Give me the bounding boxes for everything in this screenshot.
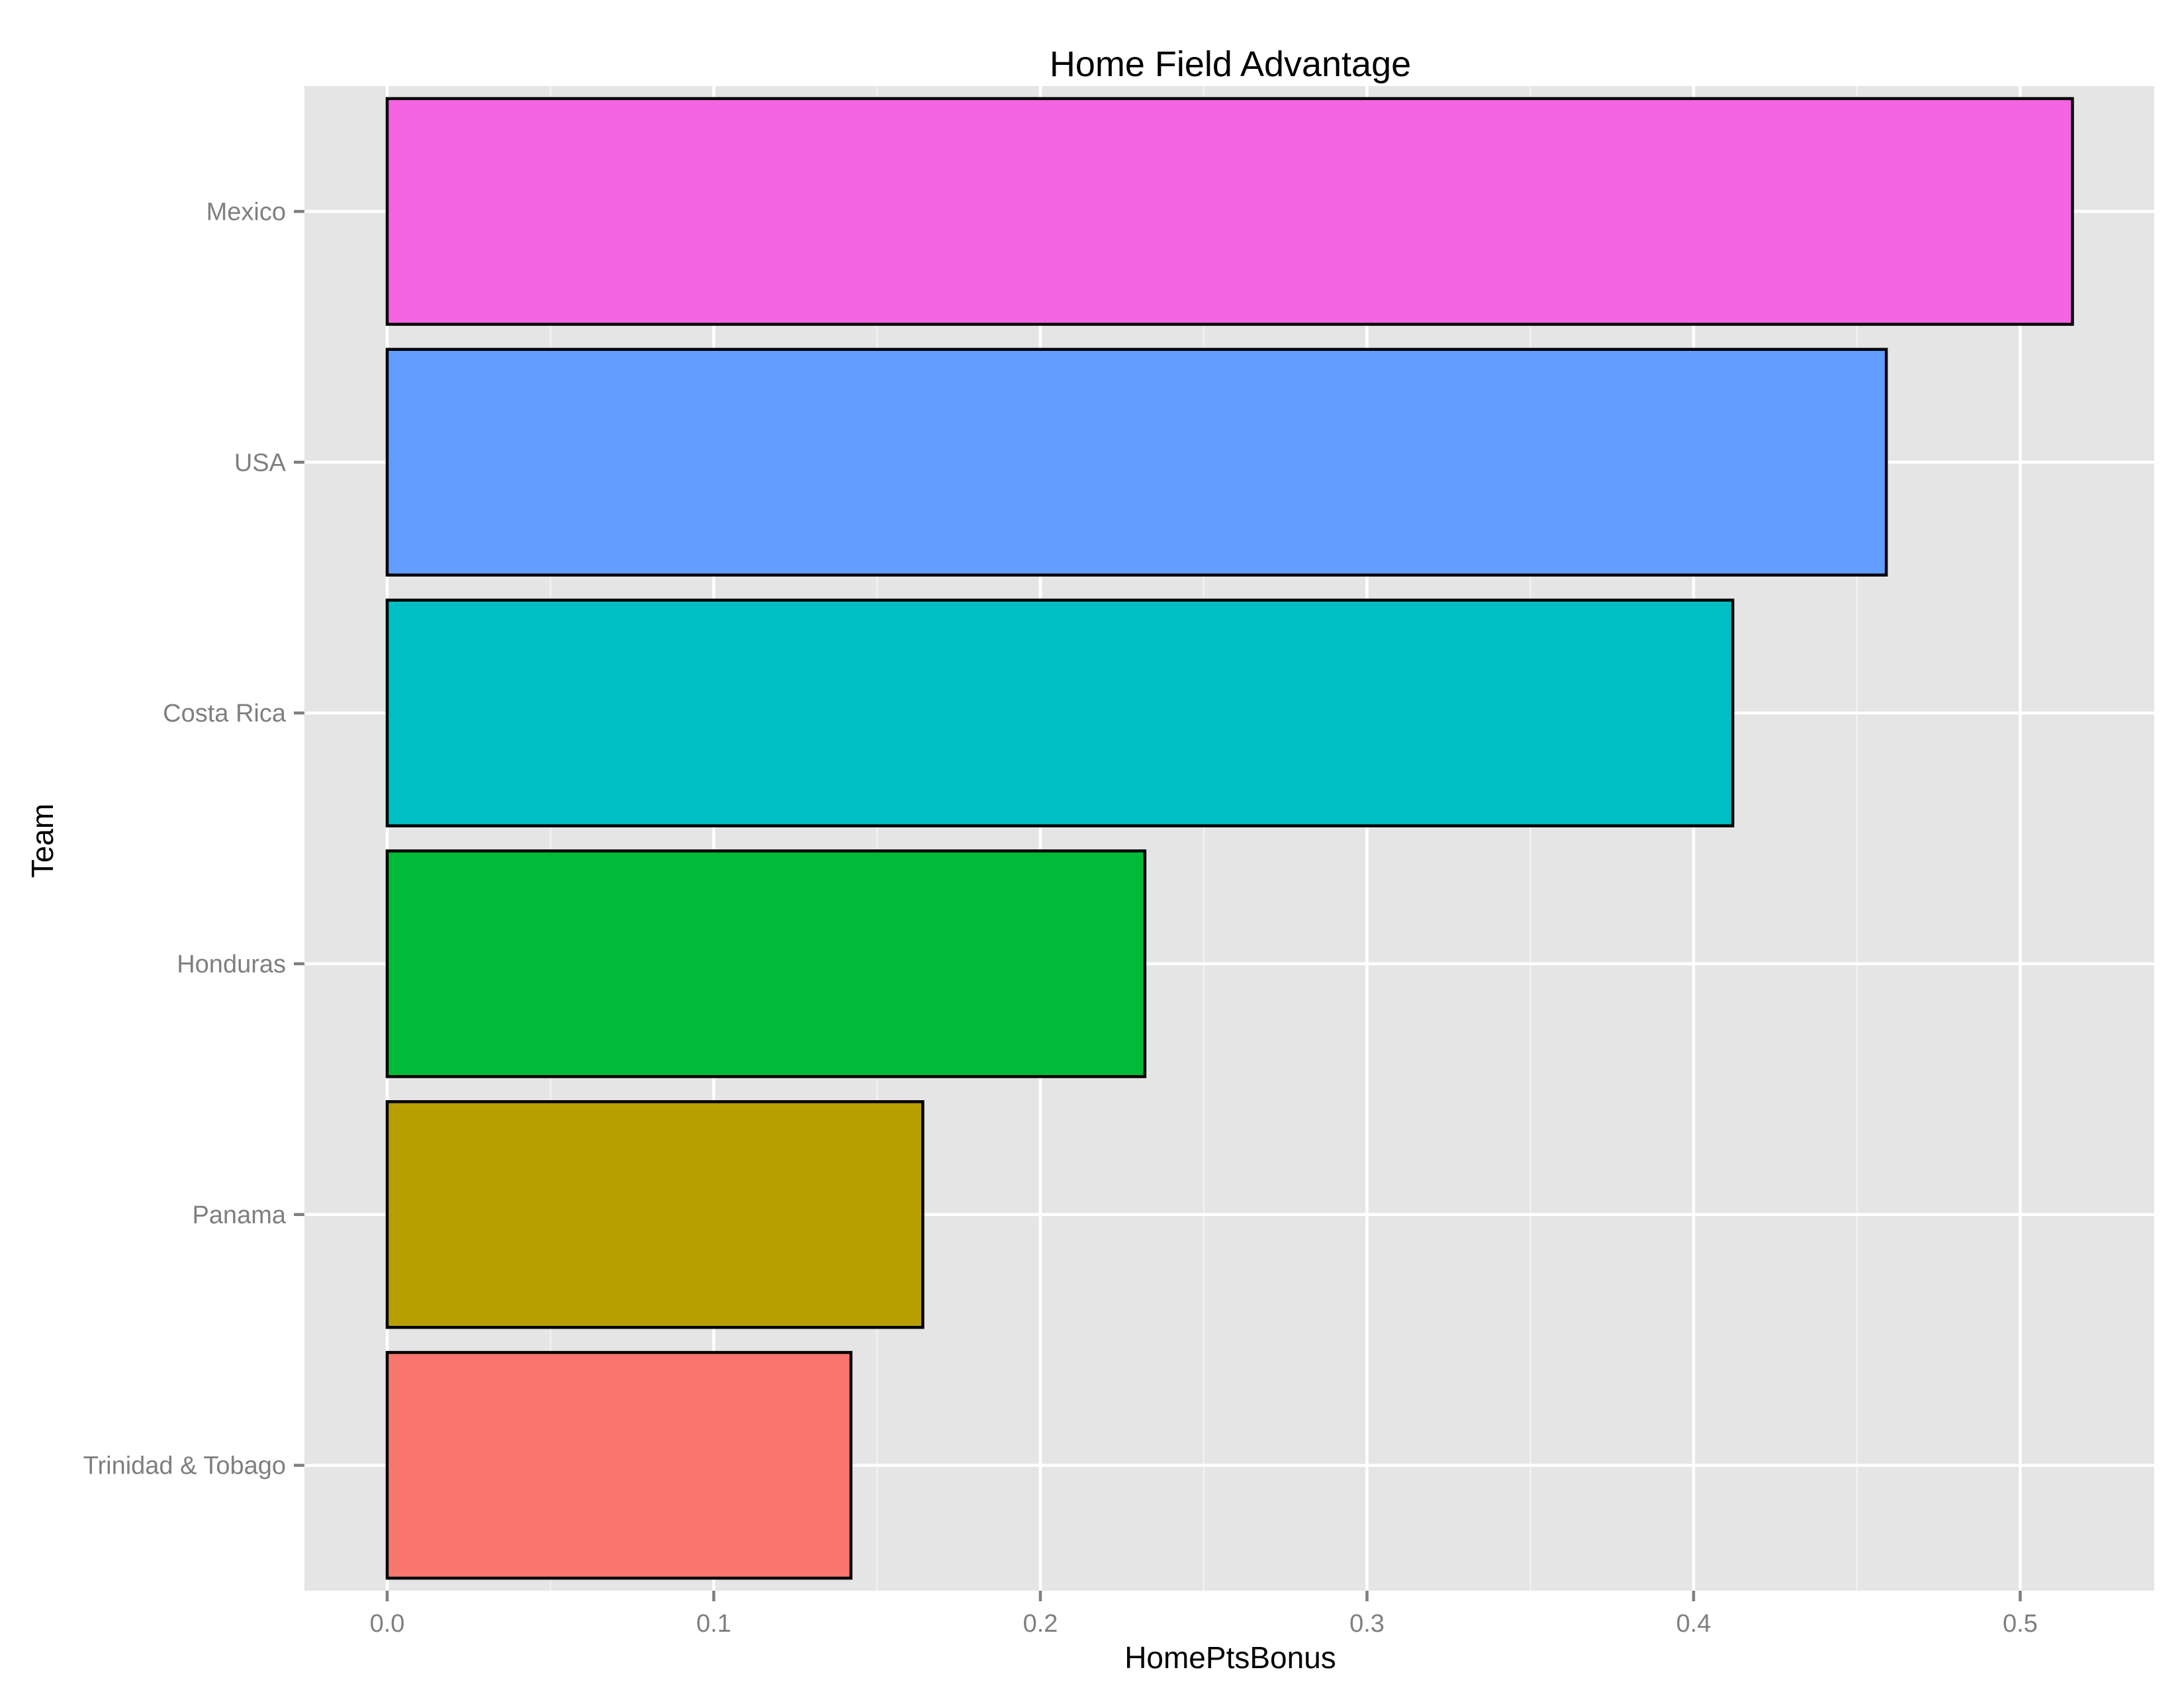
- y-tick-label: Costa Rica: [163, 700, 287, 727]
- x-axis: 0.0 0.1 0.2 0.3 0.4 0.5: [370, 1591, 2038, 1638]
- x-tick-label: 0.4: [1676, 1610, 1711, 1638]
- y-tick-label: Trinidad & Tobago: [83, 1452, 286, 1480]
- bar-panama: [385, 1100, 925, 1329]
- x-tick-label: 0.2: [1023, 1610, 1058, 1638]
- bar-usa: [385, 348, 1888, 577]
- chart-title: Home Field Advantage: [1050, 44, 1411, 84]
- x-tick-label: 0.5: [2003, 1610, 2038, 1638]
- y-tick-label: USA: [234, 449, 287, 477]
- x-tick-label: 0.1: [696, 1610, 731, 1638]
- y-tick-label: Panama: [192, 1201, 286, 1229]
- y-axis: Mexico USA Costa Rica Honduras Panama Trinida…: [83, 198, 304, 1480]
- bar-honduras: [385, 849, 1147, 1078]
- y-axis-title: Team: [25, 804, 60, 878]
- x-tick-label: 0.0: [370, 1610, 405, 1638]
- bar-mexico: [385, 97, 2074, 326]
- x-axis-title: HomePtsBonus: [1124, 1640, 1336, 1675]
- y-tick-label: Honduras: [177, 951, 286, 978]
- x-tick-label: 0.3: [1349, 1610, 1385, 1638]
- bar-group: [385, 97, 2074, 1580]
- bar-trinidad-tobago: [385, 1350, 853, 1580]
- y-tick-label: Mexico: [206, 198, 286, 226]
- plot-panel: [304, 86, 2154, 1591]
- bar-costa-rica: [385, 598, 1735, 827]
